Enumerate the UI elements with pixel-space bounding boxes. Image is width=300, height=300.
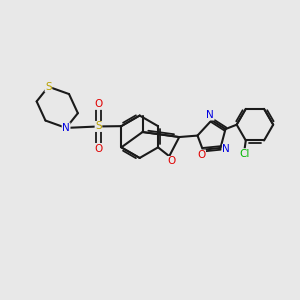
Text: N: N (206, 110, 214, 120)
Text: O: O (197, 150, 206, 160)
Text: S: S (45, 82, 52, 92)
Text: O: O (167, 157, 176, 166)
Text: N: N (62, 123, 70, 133)
Text: Cl: Cl (239, 149, 250, 159)
Text: S: S (95, 122, 102, 131)
Text: O: O (94, 143, 103, 154)
Text: N: N (223, 144, 230, 154)
Text: O: O (94, 99, 103, 110)
